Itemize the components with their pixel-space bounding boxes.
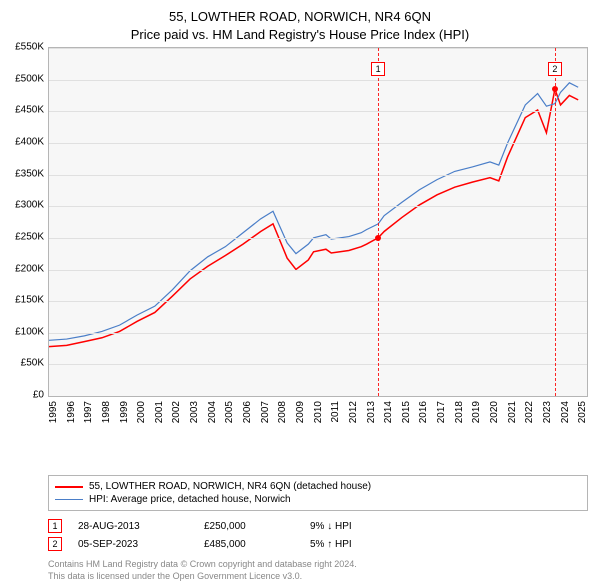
transaction-price: £485,000 <box>204 539 294 550</box>
transaction-row: 2 05-SEP-2023 £485,000 5% ↑ HPI <box>48 535 588 553</box>
title-line-1: 55, LOWTHER ROAD, NORWICH, NR4 6QN <box>10 8 590 26</box>
transaction-vline <box>378 48 379 396</box>
legend-label: HPI: Average price, detached house, Norw… <box>89 494 291 505</box>
transaction-price: £250,000 <box>204 521 294 532</box>
title-line-2: Price paid vs. HM Land Registry's House … <box>10 26 590 44</box>
y-tick-label: £350K <box>0 168 44 179</box>
chart-container: { "title_line1": "55, LOWTHER ROAD, NORW… <box>0 0 600 560</box>
transaction-date: 05-SEP-2023 <box>78 539 188 550</box>
transaction-marker: 1 <box>371 62 385 76</box>
plot-area: 12 <box>48 47 588 397</box>
transaction-vline <box>555 48 556 396</box>
transactions-table: 1 28-AUG-2013 £250,000 9% ↓ HPI 2 05-SEP-2023… <box>48 517 588 553</box>
footer-line-1: Contains HM Land Registry data © Crown c… <box>48 559 588 571</box>
legend-row: 55, LOWTHER ROAD, NORWICH, NR4 6QN (deta… <box>55 480 581 493</box>
y-tick-label: £400K <box>0 137 44 148</box>
transaction-row-marker: 1 <box>48 519 62 533</box>
y-tick-label: £150K <box>0 295 44 306</box>
chart-title: 55, LOWTHER ROAD, NORWICH, NR4 6QN Price… <box>0 0 600 47</box>
y-tick-label: £450K <box>0 105 44 116</box>
y-tick-label: £250K <box>0 231 44 242</box>
footer-line-2: This data is licensed under the Open Gov… <box>48 571 588 582</box>
legend: 55, LOWTHER ROAD, NORWICH, NR4 6QN (deta… <box>48 475 588 511</box>
transaction-dot <box>375 235 381 241</box>
y-tick-label: £50K <box>0 358 44 369</box>
y-tick-label: £200K <box>0 263 44 274</box>
attribution-footer: Contains HM Land Registry data © Crown c… <box>48 559 588 582</box>
y-tick-label: £0 <box>0 390 44 401</box>
transaction-hpi-delta: 5% ↑ HPI <box>310 539 400 550</box>
transaction-marker: 2 <box>548 62 562 76</box>
y-tick-label: £300K <box>0 200 44 211</box>
legend-label: 55, LOWTHER ROAD, NORWICH, NR4 6QN (deta… <box>89 481 371 492</box>
transaction-date: 28-AUG-2013 <box>78 521 188 532</box>
transaction-dot <box>552 86 558 92</box>
y-tick-label: £100K <box>0 326 44 337</box>
transaction-hpi-delta: 9% ↓ HPI <box>310 521 400 532</box>
x-axis-labels: 1995199619971998199920002001200220032004… <box>48 397 588 433</box>
y-tick-label: £550K <box>0 42 44 53</box>
transaction-row-marker: 2 <box>48 537 62 551</box>
legend-swatch <box>55 486 83 488</box>
y-tick-label: £500K <box>0 73 44 84</box>
transaction-row: 1 28-AUG-2013 £250,000 9% ↓ HPI <box>48 517 588 535</box>
legend-swatch <box>55 499 83 500</box>
x-tick-label: 2025 <box>577 401 600 423</box>
series-price_paid <box>49 89 578 347</box>
legend-row: HPI: Average price, detached house, Norw… <box>55 493 581 506</box>
line-series-svg <box>49 48 587 396</box>
